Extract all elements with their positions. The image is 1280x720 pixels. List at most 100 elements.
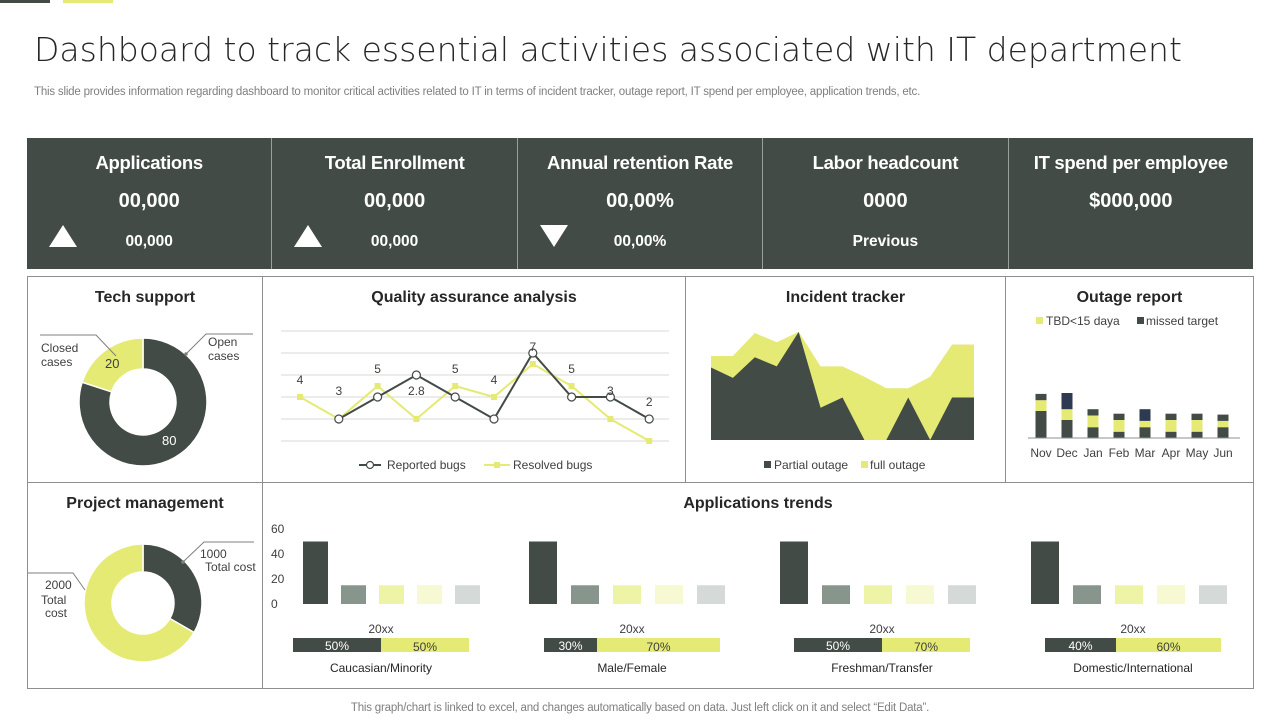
bar-segment-nov[interactable]: [1035, 393, 1047, 401]
trend-bar[interactable]: [864, 585, 892, 604]
bar-segment-mar[interactable]: [1139, 420, 1151, 428]
kpi-total-enrollment[interactable]: Total Enrollment 00,000 00,000: [272, 138, 518, 269]
project-donut-chart[interactable]: 1000 Total cost 2000 Total cost: [28, 483, 264, 690]
tech-support-donut-chart[interactable]: Closed cases Open cases 20 80: [28, 277, 264, 484]
bar-segment-jan[interactable]: [1087, 409, 1099, 416]
trend-bar[interactable]: [455, 585, 480, 604]
kpi-applications[interactable]: Applications 00,000 00,000: [27, 138, 273, 269]
bar-segment-jun[interactable]: [1217, 420, 1229, 428]
series-line-resolved-bugs[interactable]: [299, 362, 650, 442]
data-point-reported[interactable]: [372, 392, 383, 402]
trend-bar[interactable]: [1031, 541, 1059, 605]
bar-segment-dec[interactable]: [1061, 409, 1073, 420]
trend-bar[interactable]: [571, 585, 599, 604]
split-bar-left[interactable]: [1045, 638, 1116, 652]
data-point-reported[interactable]: [334, 414, 344, 424]
qa-line-chart[interactable]: 4 3 5 2.8 5 4 7 5 3 2 Reported bugs Resolved bugs: [263, 277, 687, 484]
category-label: Male/Female: [597, 661, 667, 675]
leader-line-right: [182, 541, 254, 563]
data-point-resolved[interactable]: [413, 416, 420, 422]
split-bar-right[interactable]: [882, 638, 970, 652]
donut-slice-2000-total-cost[interactable]: [83, 543, 196, 663]
legend-tbd[interactable]: TBD<15 daya: [1036, 314, 1120, 328]
kpi-sub-value: Previous: [852, 233, 919, 250]
split-bar-right[interactable]: [597, 638, 720, 652]
legend-reported-bugs[interactable]: Reported bugs: [359, 458, 466, 472]
category-label: Caucasian/Minority: [330, 661, 432, 675]
trend-bar[interactable]: [822, 585, 850, 604]
kpi-annual-retention-rate[interactable]: Annual retention Rate 00,00% 00,00%: [518, 138, 764, 269]
bar-segment-jan[interactable]: [1087, 415, 1099, 428]
trend-bar[interactable]: [906, 585, 934, 604]
bar-segment-mar[interactable]: [1139, 409, 1151, 421]
trend-bar[interactable]: [417, 585, 442, 604]
trend-bar[interactable]: [1115, 585, 1143, 604]
bar-segment-jun[interactable]: [1217, 414, 1229, 421]
trend-bar[interactable]: [379, 585, 404, 604]
bar-segment-dec[interactable]: [1061, 420, 1073, 438]
split-bar-right[interactable]: [381, 638, 469, 652]
bar-segment-dec[interactable]: [1061, 393, 1073, 410]
data-point-resolved[interactable]: [568, 383, 575, 389]
data-point-reported[interactable]: [644, 414, 654, 424]
donut-slice-closed-cases[interactable]: [81, 337, 144, 393]
data-point-reported[interactable]: [567, 392, 577, 402]
trend-bar[interactable]: [303, 541, 328, 605]
data-point-resolved[interactable]: [491, 394, 497, 400]
trend-bar[interactable]: [529, 541, 557, 605]
data-point-resolved[interactable]: [529, 361, 536, 367]
trend-bar[interactable]: [780, 541, 808, 605]
data-point-reported[interactable]: [605, 392, 615, 402]
legend-missed-target[interactable]: missed target: [1137, 314, 1219, 328]
data-point-reported[interactable]: [450, 392, 460, 402]
trend-bar[interactable]: [1157, 585, 1185, 604]
bar-segment-may[interactable]: [1191, 413, 1203, 420]
split-label-left: 50%: [826, 639, 850, 653]
kpi-labor-headcount[interactable]: Labor headcount 0000 Previous: [763, 138, 1009, 269]
legend-full-outage[interactable]: full outage: [861, 458, 926, 472]
donut-slice-open-cases[interactable]: [78, 337, 208, 467]
split-bar-right[interactable]: [1116, 638, 1221, 652]
bar-segment-feb[interactable]: [1113, 431, 1125, 438]
bar-segment-feb[interactable]: [1113, 420, 1125, 432]
data-point-resolved[interactable]: [452, 383, 459, 389]
incident-area-chart[interactable]: Partial outage full outage: [686, 277, 1007, 484]
donut-slice-1000-total-cost[interactable]: [142, 543, 203, 634]
kpi-it-spend-per-employee[interactable]: IT spend per employee $000,000: [1009, 138, 1253, 269]
data-point-reported[interactable]: [411, 370, 421, 380]
legend-resolved-bugs[interactable]: Resolved bugs: [484, 458, 592, 472]
bar-segment-may[interactable]: [1191, 431, 1203, 438]
bar-segment-nov[interactable]: [1035, 411, 1047, 438]
bar-segment-may[interactable]: [1191, 420, 1203, 432]
trend-bar[interactable]: [1199, 585, 1227, 604]
trend-bar[interactable]: [655, 585, 683, 604]
data-point-reported[interactable]: [528, 348, 538, 358]
legend-swatch: [1137, 317, 1144, 324]
trend-bar[interactable]: [697, 585, 725, 604]
trend-bar[interactable]: [948, 585, 976, 604]
data-point-reported[interactable]: [489, 414, 499, 424]
bar-segment-feb[interactable]: [1113, 413, 1125, 420]
area-partial-outage[interactable]: [711, 331, 974, 440]
bar-segment-apr[interactable]: [1165, 420, 1177, 432]
trend-bar[interactable]: [1073, 585, 1101, 604]
bar-segment-apr[interactable]: [1165, 413, 1177, 420]
trend-bar[interactable]: [341, 585, 366, 604]
data-point-resolved[interactable]: [646, 438, 653, 444]
bar-segment-mar[interactable]: [1139, 427, 1151, 438]
data-point-resolved[interactable]: [374, 383, 381, 389]
legend-partial-outage[interactable]: Partial outage: [764, 458, 848, 472]
split-bar-left[interactable]: [293, 638, 381, 652]
bar-segment-apr[interactable]: [1165, 431, 1177, 438]
bar-segment-jan[interactable]: [1087, 427, 1099, 438]
bar-segment-nov[interactable]: [1035, 400, 1047, 411]
data-point-resolved[interactable]: [607, 416, 614, 422]
data-point-resolved[interactable]: [297, 394, 303, 400]
bar-segment-jun[interactable]: [1217, 427, 1229, 438]
split-bar-left[interactable]: [544, 638, 597, 652]
trend-bar[interactable]: [613, 585, 641, 604]
outage-stacked-bar-chart[interactable]: TBD<15 daya missed target Nov Dec Jan Feb Ma…: [1006, 277, 1255, 484]
arrow-up-icon: [294, 225, 323, 247]
split-bar-left[interactable]: [794, 638, 882, 652]
